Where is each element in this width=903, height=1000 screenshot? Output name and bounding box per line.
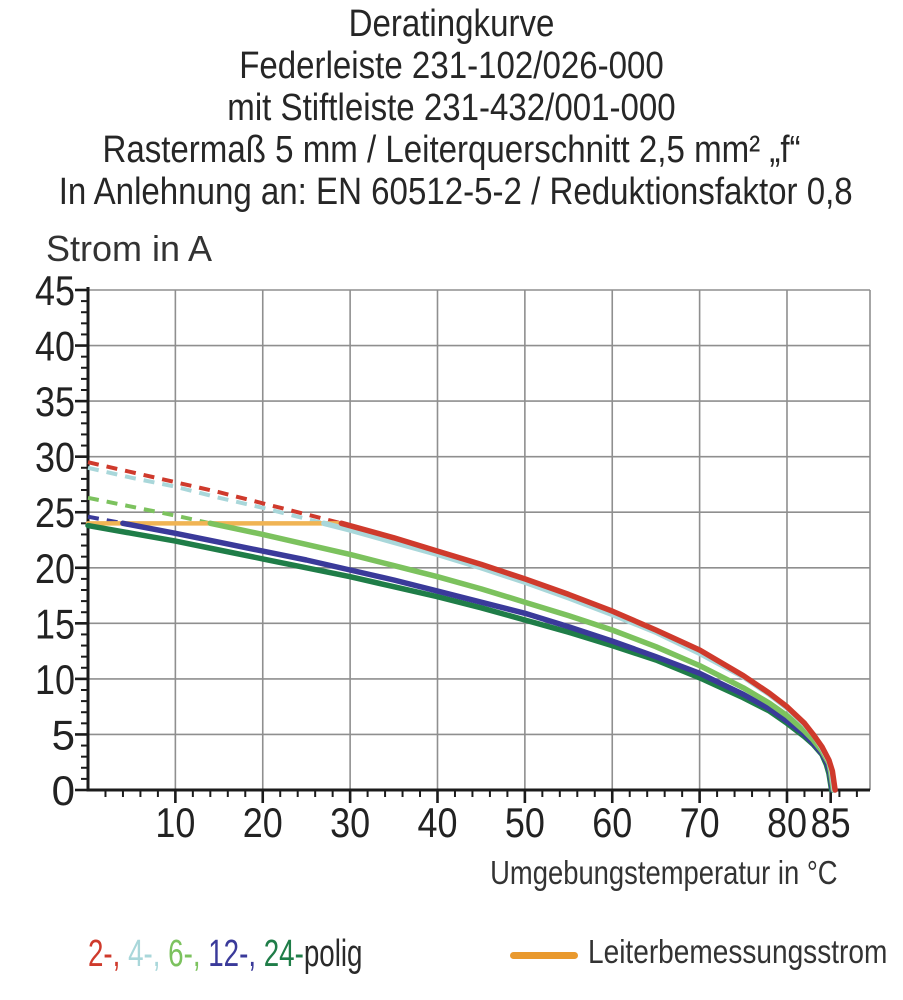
y-tick-label: 5 [52, 711, 75, 758]
title-line-4: Rastermaß 5 mm / Leiterquerschnitt 2,5 m… [102, 129, 801, 171]
title-line-2: Federleiste 231-102/026-000 [239, 45, 664, 87]
x-tick-label: 30 [330, 799, 370, 846]
y-tick-label: 15 [35, 600, 75, 647]
pole-legend-segment: 24- [263, 933, 304, 975]
rated-current-legend: Leiterbemessungsstrom [510, 933, 903, 978]
axes [86, 287, 870, 792]
title-line-1: Deratingkurve [348, 3, 555, 45]
pole-legend-segment: polig [303, 933, 363, 975]
y-axis-title: Strom in A [46, 228, 213, 269]
x-tick-label: 85 [811, 799, 851, 846]
curve-24-polig-solid [85, 522, 835, 793]
x-tick-label: 20 [243, 799, 283, 846]
rated-current-line-swatch [510, 952, 578, 959]
poles-legend: 2-, 4-, 6-, 12-, 24-polig [88, 933, 362, 976]
y-tick-label: 40 [35, 323, 75, 370]
x-tick-label: 70 [680, 799, 720, 846]
pole-legend-segment: 12-, [208, 933, 264, 975]
y-tick-label: 35 [35, 378, 75, 425]
y-tick-label: 10 [35, 656, 75, 703]
x-tick-label: 50 [505, 799, 545, 846]
tick-labels: 0 5 10 15 20 25 30 35 40 45 10 20 30 40 50 60 70 80 85 [35, 267, 851, 846]
axis-ticks [75, 288, 858, 803]
y-tick-label: 30 [35, 434, 75, 481]
chart-title-block: Deratingkurve Federleiste 231-102/026-00… [0, 3, 903, 213]
curve-2-polig-dashed [87, 460, 342, 526]
curve-4-polig-dashed [87, 465, 325, 526]
title-line-5: In Anlehnung an: EN 60512-5-2 / Reduktio… [58, 171, 853, 213]
x-tick-label: 60 [592, 799, 632, 846]
curve-6-polig-dashed [87, 495, 211, 526]
y-tick-label: 25 [35, 489, 75, 536]
derating-curves-dashed [87, 460, 342, 526]
title-line-3: mit Stiftleiste 231-432/001-000 [227, 87, 676, 129]
x-tick-label: 80 [767, 799, 807, 846]
y-tick-label: 0 [52, 767, 75, 814]
derating-curves-solid [85, 520, 838, 793]
curve-2-polig-solid [338, 520, 838, 793]
x-tick-label: 10 [155, 799, 195, 846]
x-tick-label: 40 [417, 799, 457, 846]
rated-current-label: Leiterbemessungsstrom [588, 933, 888, 970]
y-tick-label: 20 [35, 545, 75, 592]
y-tick-label: 45 [35, 267, 75, 314]
x-axis-title: Umgebungstemperatur in °C [490, 854, 838, 891]
pole-legend-segment: 6-, [168, 933, 209, 975]
pole-legend-segment: 2-, [88, 933, 129, 975]
curve-4-polig-solid [321, 520, 837, 793]
pole-legend-segment: 4-, [128, 933, 169, 975]
curve-6-polig-solid [207, 520, 837, 793]
grid-lines [88, 289, 871, 790]
